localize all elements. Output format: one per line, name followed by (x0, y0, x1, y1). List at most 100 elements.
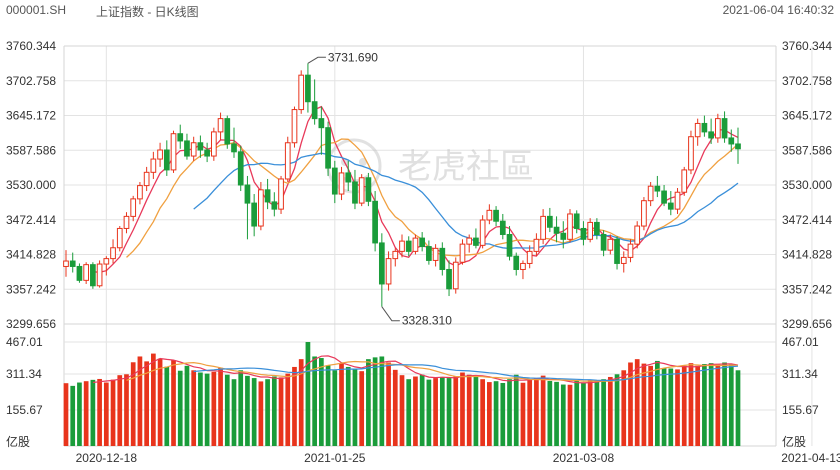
candle-body (224, 118, 231, 145)
volume-bar (184, 365, 190, 446)
volume-bar (392, 369, 398, 446)
symbol-code: 000001.SH (6, 3, 67, 17)
candle-body (69, 260, 76, 267)
candle-body (392, 250, 399, 260)
candle-body (573, 213, 580, 229)
price-tick-left: 3357.242 (6, 282, 56, 296)
volume-ma10-line (126, 360, 739, 382)
volume-bar (312, 356, 317, 446)
volume-bar (500, 382, 506, 446)
volume-bar (164, 366, 170, 446)
candle-body (533, 238, 540, 252)
candle-body (358, 177, 365, 204)
price-tick-right: 3587.586 (782, 143, 832, 157)
volume-tick-left: 155.67 (6, 403, 43, 417)
candle-body (90, 264, 96, 287)
price-tick-left: 3414.828 (6, 248, 56, 262)
candle-body (412, 237, 419, 252)
candle-body (217, 118, 224, 133)
volume-bar (218, 367, 223, 446)
price-tick-left: 3472.414 (6, 213, 56, 227)
volume-bar (655, 360, 660, 446)
candle-body (526, 250, 533, 264)
timestamp: 2021-06-04 16:40:32 (722, 3, 834, 17)
price-tick-left: 3530.000 (6, 178, 56, 192)
volume-axis: 467.01 467.01 311.34 311.34 155.67 155.67 亿股 亿股 (6, 335, 819, 449)
candle-body (674, 191, 681, 210)
volume-bar (547, 380, 553, 446)
volume-ma5-line (92, 355, 739, 384)
candle-body (378, 242, 385, 285)
candle-body (721, 118, 728, 139)
volume-bar (137, 356, 143, 446)
candle-body (567, 213, 573, 240)
chart-header: 000001.SH 上证指数 - 日K线图 2021-06-04 16:40:3… (0, 0, 840, 20)
volume-bar (520, 382, 526, 446)
candle-body (385, 258, 392, 285)
x-axis: 2020-12-18 2021-01-25 2021-03-08 2021-04-13… (76, 451, 840, 465)
volume-bar (702, 364, 707, 446)
candle-body (701, 122, 708, 133)
volume-bar (594, 381, 600, 446)
price-tick-left: 3645.172 (6, 109, 56, 123)
volume-ma20-line (193, 364, 739, 382)
candle-body (318, 118, 325, 129)
volume-bar (513, 374, 519, 446)
candle-body (728, 137, 735, 145)
volume-bar (527, 380, 533, 446)
candle-body (513, 255, 520, 270)
volume-bar (574, 380, 580, 446)
volume-bar (460, 372, 465, 446)
annotation-leader (307, 56, 326, 64)
volume-bar (224, 374, 230, 446)
volume-bar (77, 382, 82, 446)
candle-body (204, 149, 210, 157)
volume-bar (621, 370, 627, 446)
chart-title: 上证指数 - 日K线图 (96, 5, 199, 19)
volume-bar (567, 384, 573, 446)
volume-bar (379, 356, 385, 446)
volume-bar (298, 359, 304, 446)
candle-body (688, 136, 694, 171)
candle-body (305, 74, 311, 103)
volume-bar (352, 368, 358, 446)
volume-bar (386, 362, 391, 446)
volume-bar (70, 385, 76, 446)
volume-bar (124, 374, 129, 446)
volume-bar (399, 375, 405, 446)
candle-body (284, 142, 291, 180)
candle-body (587, 221, 594, 240)
price-tick-right: 3702.758 (782, 74, 832, 88)
volume-bar (130, 362, 136, 446)
volume-bar (661, 368, 667, 446)
candle-body (634, 225, 641, 245)
candle-body (419, 237, 426, 248)
price-tick-left: 3299.656 (6, 317, 56, 331)
volume-bar (708, 363, 714, 446)
candle-body (459, 243, 466, 263)
candle-body (553, 226, 560, 234)
candle-body (278, 178, 284, 210)
volume-bar (157, 358, 163, 446)
volume-bar (554, 381, 559, 446)
volume-bar (433, 378, 438, 446)
candle-body (96, 263, 103, 287)
candle-body (714, 118, 721, 139)
volume-bar (628, 362, 633, 446)
candle-body (258, 189, 264, 227)
volume-bar (319, 358, 324, 446)
volume-bar (453, 376, 459, 446)
candle-body (237, 151, 244, 186)
candle-body (486, 209, 493, 221)
ma20-line (193, 152, 739, 250)
candle-body (170, 133, 177, 171)
volume-bar (151, 353, 156, 446)
candle-body (137, 185, 143, 200)
price-tick-right: 3645.172 (782, 109, 832, 123)
price-tick-right: 3299.656 (782, 317, 832, 331)
candle-body (197, 142, 204, 151)
volume-bar (198, 372, 203, 446)
volume-bar (332, 370, 338, 446)
volume-bar (581, 382, 586, 446)
